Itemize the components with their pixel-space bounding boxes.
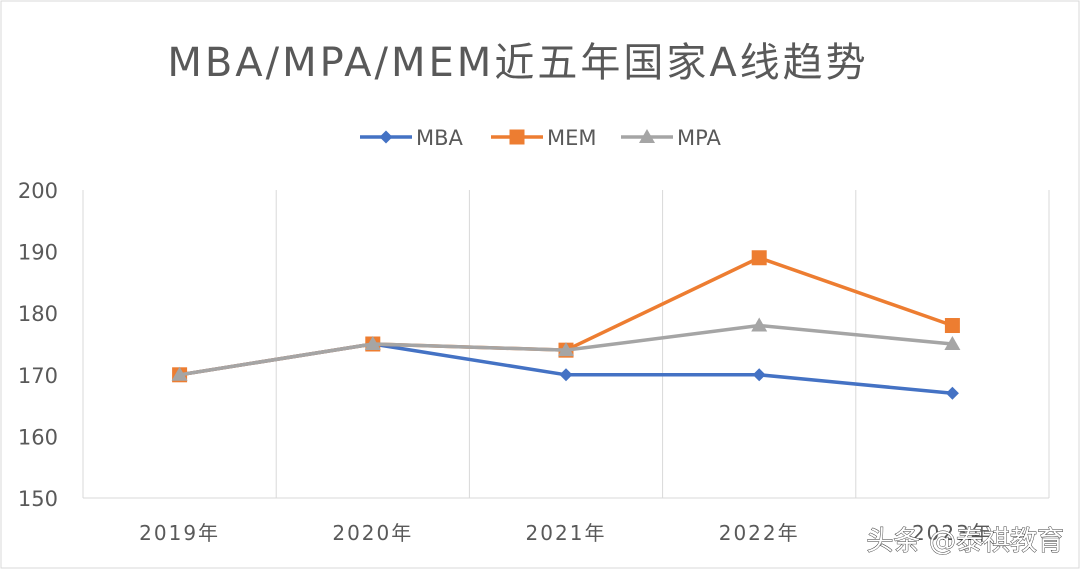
watermark-text: 头条 @泰祺教育	[866, 526, 1064, 557]
x-tick-label-4: 2023年	[912, 521, 993, 545]
legend-marker-mba	[379, 130, 393, 144]
y-tick-label-150: 150	[18, 487, 58, 511]
legend-label-mba: MBA	[416, 126, 464, 150]
gridlines	[82, 190, 1050, 499]
series-mpa	[171, 317, 961, 381]
data-point-mba-2	[559, 368, 573, 382]
data-point-mpa-3	[751, 317, 768, 332]
x-axis-ticks: 2019年 2020年 2021年 2022年 2023年	[139, 521, 993, 545]
legend-marker-mem	[509, 129, 525, 145]
y-tick-label-180: 180	[18, 302, 58, 326]
x-tick-label-1: 2020年	[332, 521, 413, 545]
data-point-mpa-0	[171, 366, 188, 381]
chart-title: MBA/MPA/MEM近五年国家A线趋势	[167, 40, 868, 86]
data-point-mpa-4	[944, 336, 961, 350]
legend-label-mpa: MPA	[677, 126, 721, 150]
y-tick-label-190: 190	[18, 241, 58, 265]
data-point-mpa-1	[364, 336, 381, 350]
y-axis-ticks: 150 160 170 180 190 200	[18, 179, 58, 511]
data-point-mem-4	[944, 318, 960, 334]
y-tick-label-170: 170	[18, 364, 58, 388]
x-tick-label-3: 2022年	[719, 521, 800, 545]
legend: MBA MEM MPA	[360, 126, 721, 150]
legend-item-mpa: MPA	[621, 126, 721, 150]
x-tick-label-2: 2021年	[526, 521, 607, 545]
y-tick-label-200: 200	[18, 179, 58, 203]
y-tick-label-160: 160	[18, 425, 58, 449]
legend-label-mem: MEM	[547, 126, 597, 150]
legend-marker-mpa	[639, 129, 655, 143]
data-point-mem-3	[751, 250, 767, 266]
data-point-mpa-2	[558, 342, 574, 357]
series-group	[171, 250, 961, 400]
data-point-mba-3	[752, 368, 766, 382]
legend-item-mem: MEM	[491, 126, 597, 150]
data-point-mba-4	[945, 386, 959, 400]
x-tick-label-0: 2019年	[139, 521, 220, 545]
legend-item-mba: MBA	[360, 126, 464, 150]
